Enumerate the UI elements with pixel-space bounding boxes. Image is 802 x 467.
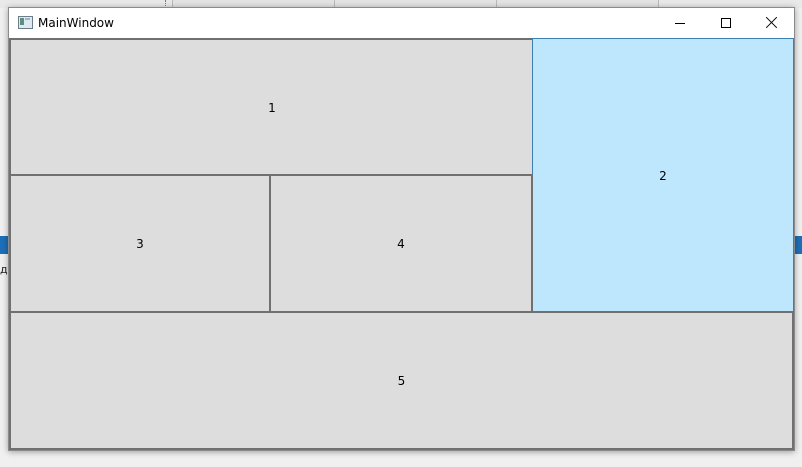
- maximize-button[interactable]: [703, 8, 749, 38]
- grid-content: 1 2 3 4 5: [9, 38, 794, 450]
- grid-button-label: 4: [397, 236, 405, 251]
- grid-button-3[interactable]: 3: [9, 174, 271, 313]
- main-window: MainWindow 1 2 3 4 5: [8, 7, 795, 451]
- grid-button-4[interactable]: 4: [269, 174, 533, 313]
- grid-button-1[interactable]: 1: [9, 38, 533, 176]
- minimize-icon: [675, 23, 685, 24]
- grid-button-label: 2: [659, 168, 667, 183]
- window-title: MainWindow: [38, 16, 114, 30]
- minimize-button[interactable]: [657, 8, 703, 38]
- grid-button-5[interactable]: 5: [9, 311, 794, 450]
- background-divider: [165, 0, 166, 8]
- background-area: [0, 456, 802, 467]
- title-bar[interactable]: MainWindow: [9, 8, 794, 38]
- grid-button-2[interactable]: 2: [532, 38, 794, 313]
- grid-button-label: 3: [136, 236, 144, 251]
- close-icon: [766, 17, 777, 28]
- maximize-icon: [721, 18, 731, 28]
- grid-button-label: 1: [268, 101, 276, 115]
- app-window-icon[interactable]: [18, 16, 33, 29]
- close-button[interactable]: [749, 8, 795, 38]
- grid-button-label: 5: [397, 373, 406, 388]
- background-accent-strip-left: [0, 236, 8, 254]
- background-text: да: [0, 263, 8, 276]
- background-accent-strip-right: [794, 236, 802, 254]
